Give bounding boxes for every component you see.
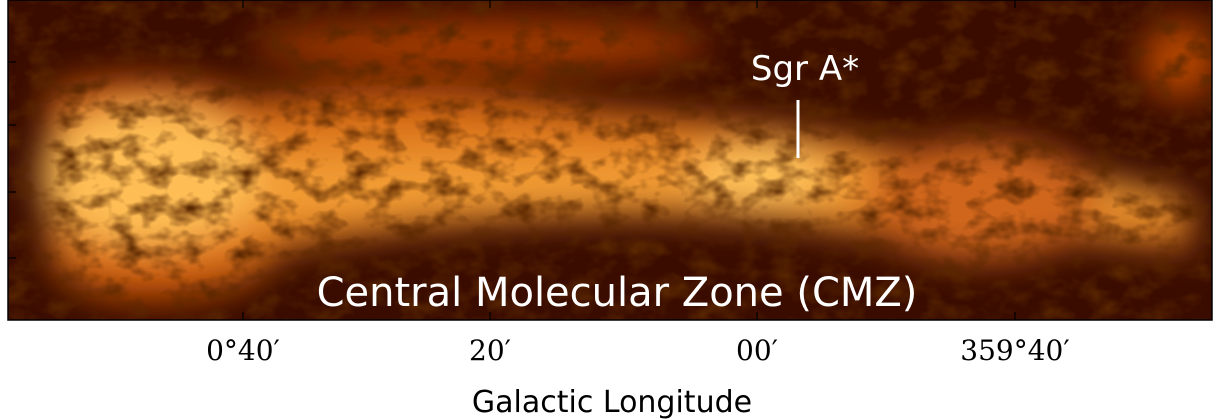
source-label: Sgr A* (751, 49, 859, 89)
x-tick-label: 20′ (469, 334, 511, 367)
x-axis-label: Galactic Longitude (472, 385, 752, 420)
x-tick-label: 359°40′ (960, 334, 1069, 367)
x-tick-label: 00′ (736, 334, 778, 367)
region-label: Central Molecular Zone (CMZ) (317, 270, 918, 316)
x-tick-label: 0°40′ (206, 334, 280, 367)
figure: Sgr A* Central Molecular Zone (CMZ) 0°40… (0, 0, 1216, 420)
